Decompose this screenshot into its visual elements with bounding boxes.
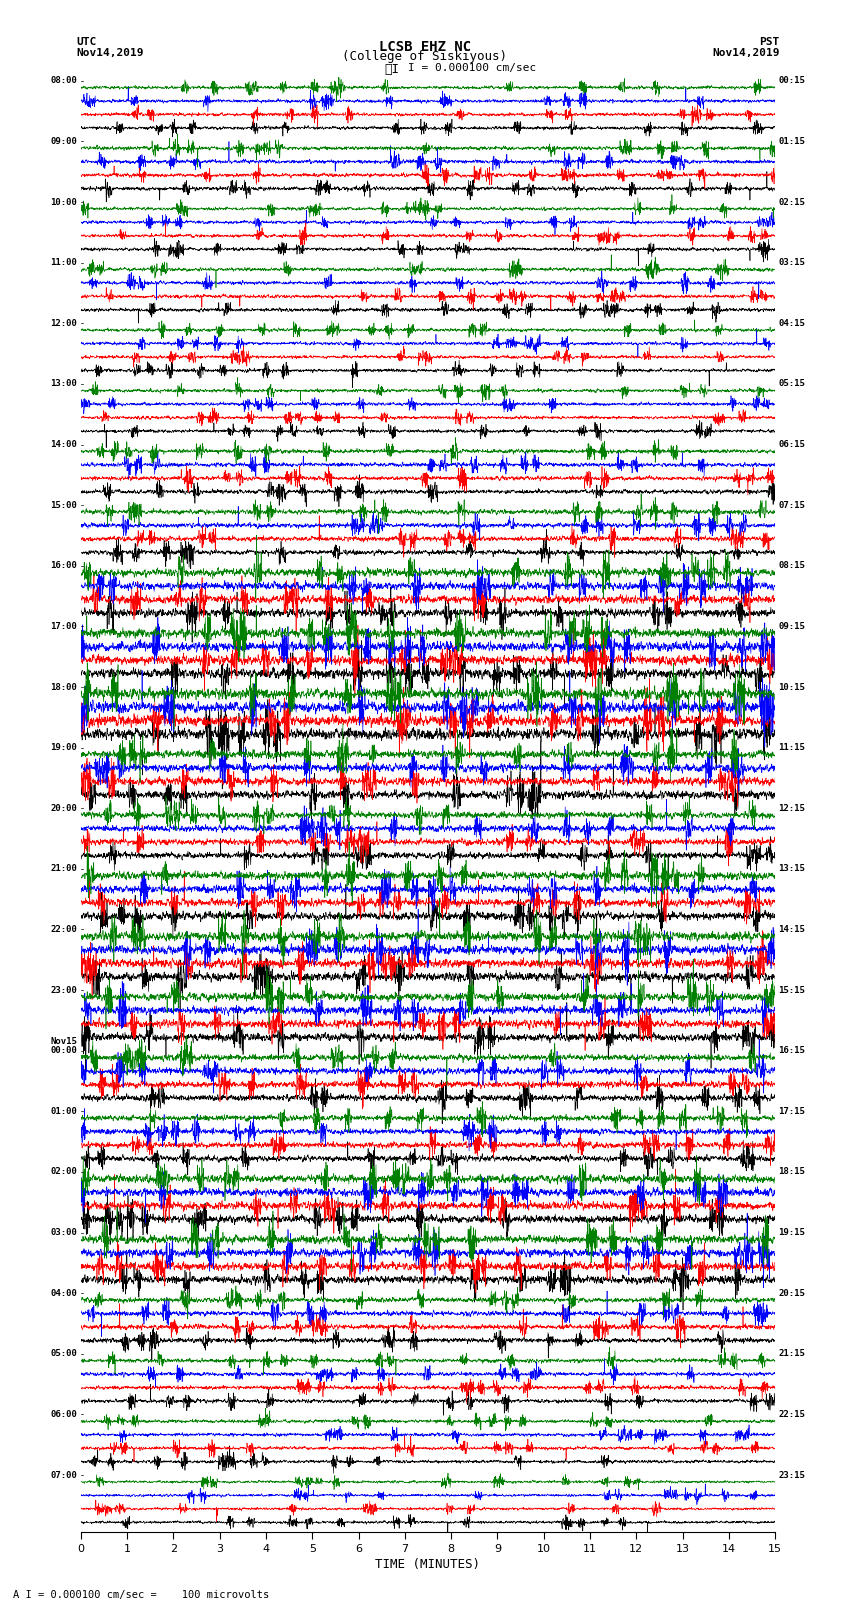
Text: UTC: UTC <box>76 37 97 47</box>
Text: 21:00: 21:00 <box>50 865 77 873</box>
Text: 21:15: 21:15 <box>779 1350 806 1358</box>
Text: 11:15: 11:15 <box>779 744 806 752</box>
Text: 07:15: 07:15 <box>779 500 806 510</box>
Text: 22:00: 22:00 <box>50 924 77 934</box>
Text: 07:00: 07:00 <box>50 1471 77 1479</box>
Text: 16:00: 16:00 <box>50 561 77 571</box>
Text: 09:00: 09:00 <box>50 137 77 145</box>
Text: I = 0.000100 cm/sec: I = 0.000100 cm/sec <box>408 63 536 73</box>
Text: 14:00: 14:00 <box>50 440 77 448</box>
Text: 02:15: 02:15 <box>779 197 806 206</box>
Text: 08:00: 08:00 <box>50 76 77 85</box>
Text: 10:00: 10:00 <box>50 197 77 206</box>
Text: 18:00: 18:00 <box>50 682 77 692</box>
Text: 02:00: 02:00 <box>50 1168 77 1176</box>
Text: 12:00: 12:00 <box>50 319 77 327</box>
Text: 01:15: 01:15 <box>779 137 806 145</box>
Text: ⁠I: ⁠I <box>384 63 399 76</box>
Text: (College of Siskiyous): (College of Siskiyous) <box>343 50 507 63</box>
Text: 16:15: 16:15 <box>779 1047 806 1055</box>
Text: 10:15: 10:15 <box>779 682 806 692</box>
Text: PST: PST <box>759 37 779 47</box>
Text: 19:15: 19:15 <box>779 1227 806 1237</box>
Text: 13:00: 13:00 <box>50 379 77 389</box>
Text: 04:15: 04:15 <box>779 319 806 327</box>
Text: 01:00: 01:00 <box>50 1107 77 1116</box>
Text: 15:15: 15:15 <box>779 986 806 995</box>
Text: 18:15: 18:15 <box>779 1168 806 1176</box>
Text: 03:00: 03:00 <box>50 1227 77 1237</box>
Text: A I = 0.000100 cm/sec =    100 microvolts: A I = 0.000100 cm/sec = 100 microvolts <box>13 1590 269 1600</box>
Text: 12:15: 12:15 <box>779 803 806 813</box>
Text: 00:15: 00:15 <box>779 76 806 85</box>
Text: 13:15: 13:15 <box>779 865 806 873</box>
Text: 15:00: 15:00 <box>50 500 77 510</box>
Text: 23:00: 23:00 <box>50 986 77 995</box>
Text: 05:00: 05:00 <box>50 1350 77 1358</box>
Text: Nov14,2019: Nov14,2019 <box>712 48 779 58</box>
X-axis label: TIME (MINUTES): TIME (MINUTES) <box>376 1558 480 1571</box>
Text: Nov15: Nov15 <box>50 1037 77 1045</box>
Text: 04:00: 04:00 <box>50 1289 77 1298</box>
Text: 20:00: 20:00 <box>50 803 77 813</box>
Text: 17:15: 17:15 <box>779 1107 806 1116</box>
Text: 05:15: 05:15 <box>779 379 806 389</box>
Text: 00:00: 00:00 <box>50 1047 77 1055</box>
Text: 03:15: 03:15 <box>779 258 806 268</box>
Text: LCSB EHZ NC: LCSB EHZ NC <box>379 40 471 55</box>
Text: 11:00: 11:00 <box>50 258 77 268</box>
Text: Nov14,2019: Nov14,2019 <box>76 48 144 58</box>
Text: 08:15: 08:15 <box>779 561 806 571</box>
Text: 19:00: 19:00 <box>50 744 77 752</box>
Text: 14:15: 14:15 <box>779 924 806 934</box>
Text: 06:15: 06:15 <box>779 440 806 448</box>
Text: 09:15: 09:15 <box>779 623 806 631</box>
Text: 20:15: 20:15 <box>779 1289 806 1298</box>
Text: 06:00: 06:00 <box>50 1410 77 1419</box>
Text: 17:00: 17:00 <box>50 623 77 631</box>
Text: 23:15: 23:15 <box>779 1471 806 1479</box>
Text: 22:15: 22:15 <box>779 1410 806 1419</box>
